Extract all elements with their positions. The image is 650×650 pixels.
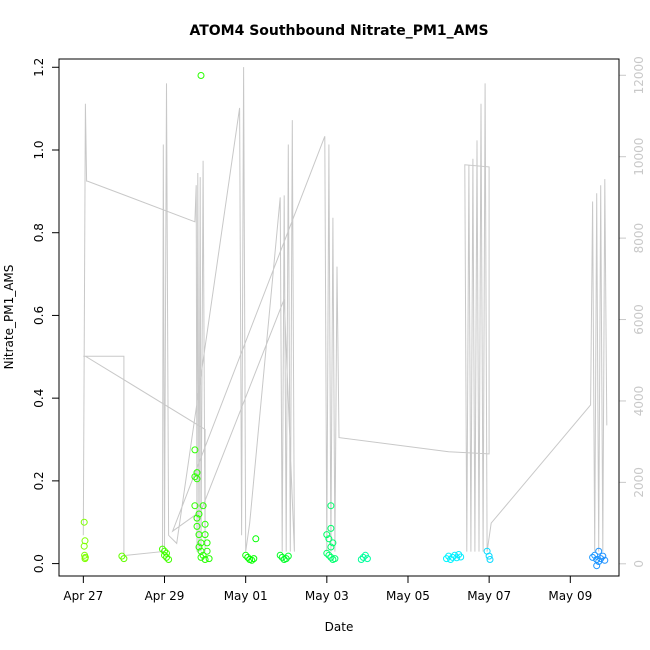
data-point [447,556,455,563]
data-point [163,553,170,561]
data-points [80,72,609,570]
data-point [359,553,367,561]
data-point [120,555,128,563]
data-point [250,555,258,563]
data-point [593,562,601,570]
secondary-line-path [82,67,608,557]
right-tick-label: 12000 [632,56,646,94]
data-point [323,531,331,539]
data-point [159,545,166,553]
y-tick-label: 0.6 [32,306,46,325]
chart-title: ATOM4 Southbound Nitrate_PM1_AMS [189,23,488,39]
data-point [161,547,168,555]
data-point [325,551,333,559]
data-point [199,551,207,559]
data-point [276,551,284,559]
x-tick-label: Apr 27 [63,589,103,603]
data-point [457,553,465,561]
data-point [599,552,607,560]
data-point [449,553,457,561]
data-point [327,502,335,510]
secondary-series-line [82,67,608,557]
data-point [591,551,599,559]
data-point [327,553,335,561]
data-point [193,522,201,530]
data-point [242,551,250,559]
y-tick-label: 0.0 [32,554,46,573]
data-point [195,543,203,551]
data-point [486,556,494,563]
x-tick-label: May 09 [548,589,592,603]
right-tick-label: 6000 [632,304,646,335]
data-point [165,556,173,563]
data-point [191,446,199,454]
right-tick-label: 2000 [632,467,646,498]
x-axis: Apr 27 Apr 29 May 01 May 03 May 05 May 07 May … [63,576,592,603]
data-point [161,551,168,559]
y-axis: 0.0 0.2 0.4 0.6 0.8 1.0 1.2 [32,58,59,573]
data-point [203,539,211,547]
data-point [248,556,256,564]
y-tick-label: 1.2 [32,58,46,77]
data-point [323,549,331,557]
data-point [595,547,603,555]
x-tick-label: May 03 [305,589,349,603]
x-tick-label: May 01 [224,589,268,603]
data-point [327,524,335,532]
data-point [80,518,88,526]
data-point [252,535,260,543]
right-tick-label: 10000 [632,138,646,176]
data-point [329,539,337,547]
data-point [191,473,199,481]
y-tick-label: 0.8 [32,223,46,242]
data-point [201,556,209,563]
data-point [193,514,201,522]
x-tick-label: May 07 [467,589,511,603]
data-point [363,555,371,563]
right-tick-label: 4000 [632,386,646,417]
data-point [205,555,213,563]
right-axis: 0 2000 4000 6000 8000 10000 12000 [619,56,646,568]
data-point [199,502,207,510]
data-point [601,556,609,564]
y-axis-label: Nitrate_PM1_AMS [2,265,16,370]
y-tick-label: 0.2 [32,471,46,490]
data-point [327,543,335,551]
data-point [201,531,209,539]
data-point [331,555,339,563]
y-tick-label: 0.4 [32,389,46,408]
right-tick-label: 0 [632,560,646,568]
data-point [81,553,89,561]
data-point [163,549,170,557]
plot-frame [58,58,620,577]
data-point [195,510,203,518]
data-point [191,502,199,510]
x-tick-label: May 05 [386,589,430,603]
data-point [485,552,493,560]
data-point [201,520,209,528]
x-tick-label: Apr 29 [145,589,185,603]
data-point [589,553,597,561]
data-point [197,72,205,79]
data-point [284,552,292,560]
data-point [203,547,211,555]
data-point [80,542,88,550]
x-axis-label: Date [325,620,354,634]
data-point [325,535,333,543]
data-point [193,475,201,483]
right-tick-label: 8000 [632,223,646,254]
y-tick-label: 1.0 [32,140,46,159]
data-point [81,537,89,545]
data-point [197,553,205,561]
